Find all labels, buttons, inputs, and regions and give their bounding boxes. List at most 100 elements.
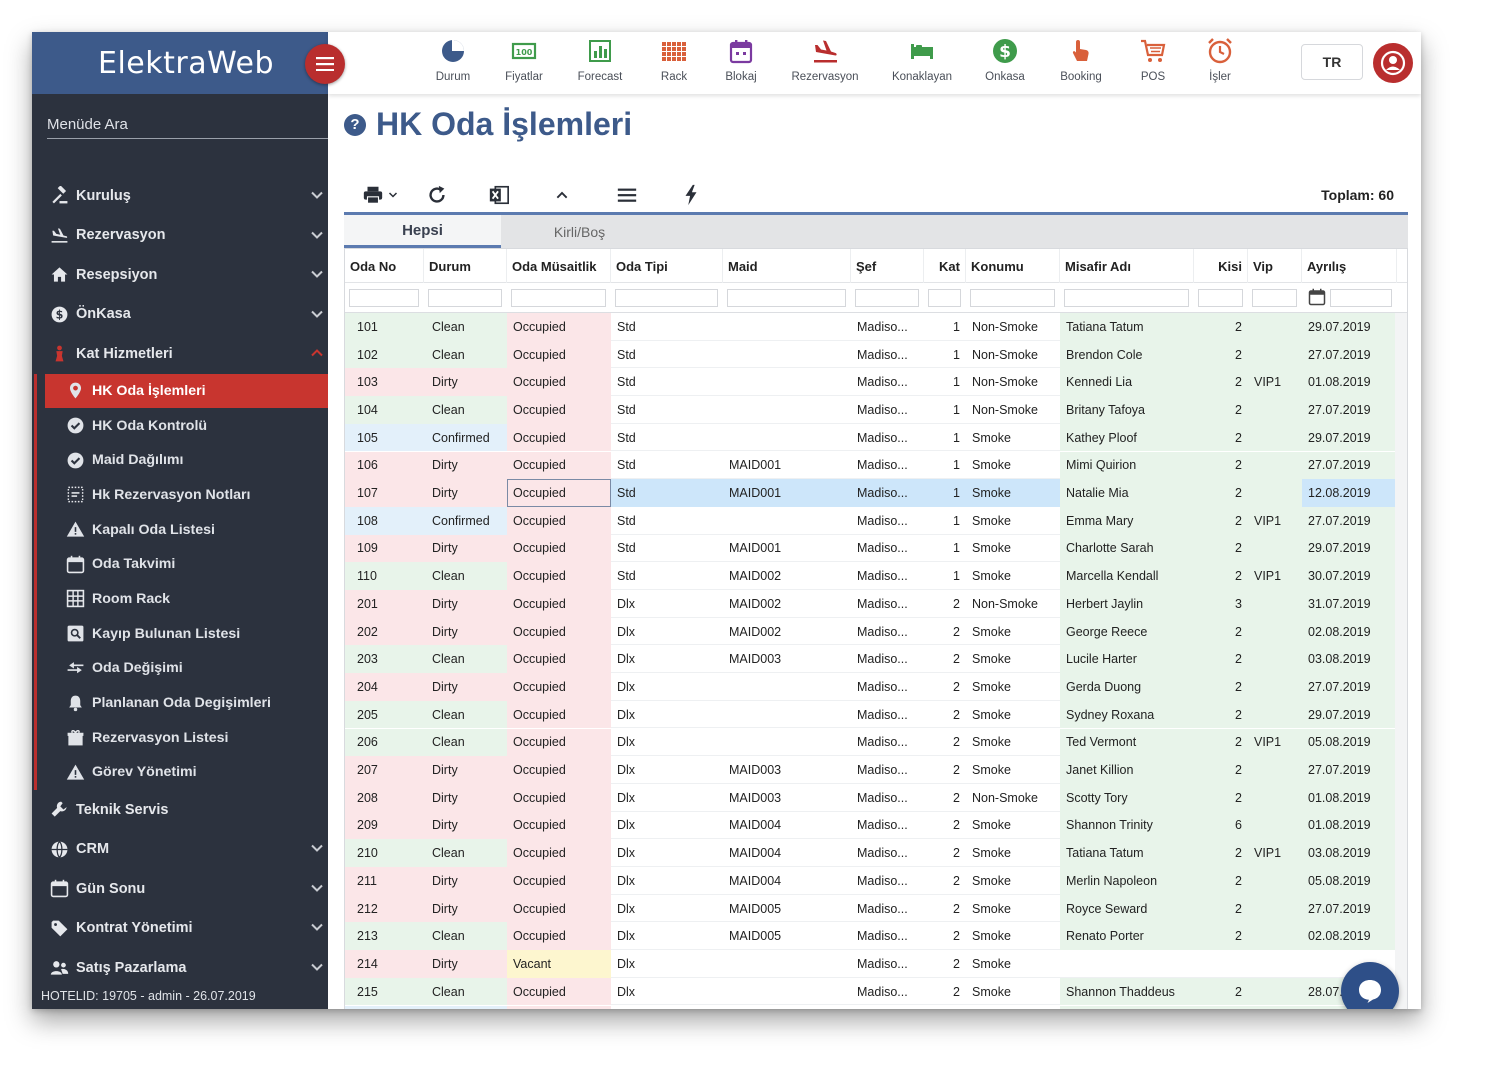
cell-vip[interactable]: VIP1 <box>1248 839 1302 867</box>
table-row[interactable]: 204 Dirty Occupied Dlx Madiso... 2 Smoke Gerda … <box>345 673 1407 701</box>
table-row[interactable]: 106 Dirty Occupied Std MAID001 Madiso... 1 Smok… <box>345 451 1407 480</box>
submenu-item-hk-oda-islemleri[interactable]: HK Oda İşlemleri <box>45 373 328 409</box>
cell-oda-no[interactable]: 216 <box>345 1005 424 1009</box>
cell-oda-no[interactable]: 110 <box>345 562 424 590</box>
cell-kisi[interactable]: 6 <box>1194 811 1248 840</box>
cell-ayrilis[interactable]: 27.07.2019 <box>1302 894 1397 923</box>
cell-kisi[interactable]: 2 <box>1194 977 1248 1006</box>
cell-kat[interactable]: 2 <box>924 1006 966 1010</box>
cell-ayrilis[interactable]: 31.07.2019 <box>1302 590 1397 618</box>
table-row[interactable]: 205 Clean Occupied Dlx Madiso... 2 Smoke Sydney… <box>345 700 1407 729</box>
cell-sef[interactable]: Madiso... <box>857 679 908 694</box>
cell-vip[interactable] <box>1248 756 1302 784</box>
cell-durum[interactable]: Clean <box>424 728 507 757</box>
cell-oda-musaitlik[interactable]: Occupied <box>507 839 611 867</box>
table-row[interactable]: 214 Dirty Vacant Dlx Madiso... 2 Smoke <box>345 950 1407 978</box>
cell-oda-no[interactable]: 108 <box>345 506 424 535</box>
module-button-rezervasyon[interactable]: Rezervasyon <box>785 37 865 83</box>
cell-sef[interactable]: Madiso... <box>857 596 908 611</box>
cell-vip[interactable] <box>1248 534 1302 563</box>
print-button[interactable] <box>362 182 399 208</box>
cell-oda-no[interactable]: 201 <box>345 590 424 618</box>
columns-menu-button[interactable] <box>616 182 638 208</box>
cell-vip[interactable]: VIP1 <box>1248 562 1302 590</box>
cell-oda-no[interactable]: 101 <box>345 313 424 341</box>
cell-oda-tipi[interactable]: Std <box>617 541 636 556</box>
sidebar-item-kontrat-yonetimi[interactable]: Kontrat Yönetimi <box>32 908 328 948</box>
cell-kisi[interactable]: 2 <box>1194 479 1248 507</box>
cell-sef[interactable]: Madiso... <box>857 707 908 722</box>
cell-oda-no[interactable]: 109 <box>345 534 424 563</box>
cell-maid[interactable]: MAID004 <box>729 818 782 833</box>
cell-konumu[interactable]: Non-Smoke <box>972 402 1038 417</box>
user-menu-button[interactable] <box>1373 43 1413 83</box>
cell-kat[interactable]: 2 <box>953 846 960 861</box>
cell-konumu[interactable]: Non-Smoke <box>972 319 1038 334</box>
filter-input-misafir-adi[interactable] <box>1064 289 1189 307</box>
cell-maid[interactable] <box>723 396 851 424</box>
cell-konumu[interactable]: Smoke <box>972 624 1011 639</box>
cell-oda-tipi[interactable]: Dlx <box>617 901 636 916</box>
cell-oda-tipi[interactable]: Std <box>611 479 723 507</box>
cell-oda-musaitlik[interactable]: Occupied <box>507 534 611 563</box>
cell-durum[interactable]: Clean <box>424 340 507 369</box>
cell-kisi[interactable]: 2 <box>1194 1005 1248 1009</box>
cell-oda-no[interactable]: 211 <box>345 867 424 895</box>
cell-misafir-adi[interactable]: Brendon Cole <box>1060 340 1194 369</box>
cell-oda-musaitlik[interactable]: Occupied <box>507 506 611 535</box>
filter-input-oda-no[interactable] <box>349 289 419 307</box>
table-row[interactable]: 210 Clean Occupied Dlx MAID004 Madiso... 2 Smok… <box>345 839 1407 867</box>
cell-oda-musaitlik[interactable]: Occupied <box>507 977 611 1006</box>
filter-input-maid[interactable] <box>727 289 846 307</box>
cell-oda-tipi[interactable]: Dlx <box>617 679 636 694</box>
cell-misafir-adi[interactable]: Janet Killion <box>1060 756 1194 784</box>
cell-maid[interactable] <box>723 950 851 978</box>
cell-durum[interactable]: Dirty <box>424 894 507 923</box>
cell-oda-no[interactable]: 205 <box>345 700 424 729</box>
cell-sef[interactable]: Madiso... <box>857 735 908 750</box>
cell-kat[interactable]: 1 <box>924 479 966 507</box>
cell-kisi[interactable]: 2 <box>1194 368 1248 397</box>
sidebar-item-gun-sonu[interactable]: Gün Sonu <box>32 869 328 909</box>
cell-oda-musaitlik[interactable]: Vacant <box>507 950 611 978</box>
cell-maid[interactable]: MAID004 <box>729 873 782 888</box>
vertical-scrollbar[interactable] <box>1395 313 1407 1009</box>
cell-vip[interactable] <box>1248 451 1302 480</box>
table-row[interactable]: 105 Confirmed Occupied Std Madiso... 1 Smoke Ka… <box>345 423 1407 452</box>
cell-maid[interactable]: MAID001 <box>729 458 782 473</box>
cell-misafir-adi[interactable]: Tatiana Tatum <box>1060 839 1194 867</box>
module-button-isler[interactable]: İşler <box>1180 37 1260 83</box>
cell-oda-no[interactable]: 208 <box>345 783 424 812</box>
cell-konumu[interactable]: Smoke <box>972 569 1011 584</box>
cell-maid[interactable] <box>723 1006 851 1010</box>
cell-konumu[interactable]: Smoke <box>966 479 1060 507</box>
cell-vip[interactable] <box>1248 1005 1302 1009</box>
cell-kisi[interactable]: 2 <box>1194 867 1248 895</box>
cell-konumu[interactable]: Smoke <box>972 984 1011 999</box>
cell-oda-musaitlik[interactable]: Occupied <box>507 617 611 646</box>
sidebar-item-onkasa[interactable]: $ ÖnKasa <box>32 295 328 335</box>
cell-durum[interactable]: Clean <box>424 977 507 1006</box>
cell-oda-no[interactable]: 214 <box>345 950 424 978</box>
cell-misafir-adi[interactable]: Shannon Thaddeus <box>1060 977 1194 1006</box>
cell-kisi[interactable]: 2 <box>1194 673 1248 701</box>
table-row[interactable]: 202 Dirty Occupied Dlx MAID002 Madiso... 2 Smok… <box>345 617 1407 646</box>
cell-kat[interactable]: 1 <box>953 402 960 417</box>
cell-oda-musaitlik[interactable]: Occupied <box>507 368 611 397</box>
cell-misafir-adi[interactable]: Lucile Harter <box>1060 645 1194 674</box>
table-row[interactable]: 108 Confirmed Occupied Std Madiso... 1 Smoke Em… <box>345 506 1407 535</box>
cell-durum[interactable]: Clean <box>424 562 507 590</box>
cell-kat[interactable]: 1 <box>953 375 960 390</box>
cell-sef[interactable]: Madiso... <box>857 347 908 362</box>
module-button-konaklayan[interactable]: Konaklayan <box>882 37 962 83</box>
cell-oda-musaitlik[interactable]: Occupied <box>507 590 611 618</box>
cell-misafir-adi[interactable]: Shannon Trinity <box>1060 811 1194 840</box>
cell-vip[interactable] <box>1248 313 1302 341</box>
cell-oda-no[interactable]: 215 <box>345 977 424 1006</box>
sidebar-item-rezervasyon[interactable]: Rezervasyon <box>32 216 328 256</box>
cell-sef[interactable]: Madiso... <box>857 319 908 334</box>
cell-oda-tipi[interactable]: Dlx <box>617 873 636 888</box>
cell-sef[interactable]: Madiso... <box>857 901 908 916</box>
submenu-item-rezervasyon-listesi[interactable]: Rezervasyon Listesi <box>37 720 328 755</box>
cell-konumu[interactable]: Smoke <box>972 652 1011 667</box>
